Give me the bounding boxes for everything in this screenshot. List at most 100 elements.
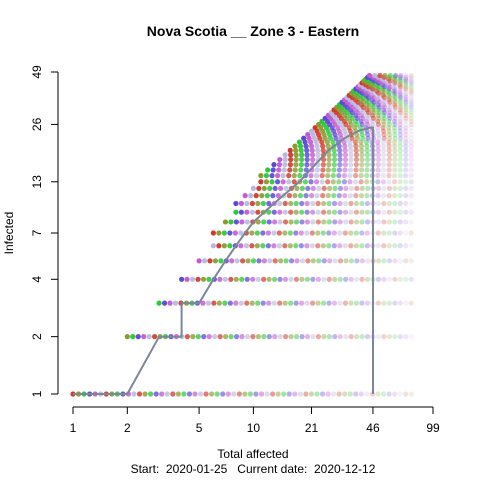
- simulation-point: [260, 200, 266, 207]
- simulation-point: [309, 300, 316, 306]
- simulation-point: [392, 152, 398, 158]
- simulation-point: [408, 162, 414, 168]
- simulation-point: [352, 139, 358, 145]
- simulation-point: [298, 243, 304, 249]
- simulation-point: [386, 258, 393, 264]
- simulation-point: [304, 152, 310, 158]
- simulation-point: [312, 125, 318, 131]
- simulation-point: [287, 167, 293, 173]
- simulation-point: [381, 200, 387, 207]
- simulation-point: [397, 80, 403, 86]
- simulation-point: [403, 115, 409, 121]
- simulation-point: [228, 219, 234, 225]
- simulation-point: [375, 121, 382, 128]
- y-tick-label: 4: [30, 276, 44, 283]
- simulation-point: [364, 143, 370, 149]
- simulation-point: [304, 209, 310, 215]
- simulation-point: [324, 139, 330, 145]
- simulation-point: [266, 209, 272, 215]
- simulation-point: [288, 276, 294, 282]
- simulation-point: [336, 179, 342, 185]
- simulation-point: [353, 162, 359, 168]
- simulation-point: [238, 209, 244, 215]
- simulation-point: [408, 219, 414, 225]
- simulation-point: [244, 334, 251, 340]
- simulation-point: [347, 173, 353, 179]
- simulation-point: [353, 152, 360, 158]
- simulation-point: [359, 152, 365, 158]
- simulation-point: [326, 276, 332, 282]
- simulation-point: [375, 112, 381, 118]
- simulation-point: [386, 90, 393, 96]
- simulation-point: [310, 185, 316, 192]
- simulation-point: [293, 162, 299, 168]
- simulation-point: [310, 276, 316, 282]
- simulation-point: [386, 152, 392, 158]
- simulation-point: [403, 121, 409, 128]
- simulation-point: [299, 152, 305, 158]
- simulation-point: [299, 209, 305, 215]
- simulation-point: [256, 258, 262, 264]
- simulation-point: [277, 219, 283, 225]
- simulation-point: [217, 276, 223, 282]
- simulation-point: [210, 230, 216, 236]
- simulation-point: [397, 102, 403, 108]
- simulation-point: [386, 300, 392, 306]
- simulation-point: [397, 258, 403, 264]
- simulation-point: [387, 115, 393, 121]
- simulation-point: [331, 243, 337, 249]
- simulation-point: [255, 219, 261, 225]
- simulation-point: [276, 167, 282, 173]
- simulation-point: [348, 152, 354, 158]
- simulation-point: [337, 334, 343, 340]
- simulation-point: [353, 230, 359, 236]
- simulation-point: [381, 209, 387, 215]
- simulation-point: [408, 334, 414, 340]
- simulation-point: [326, 185, 333, 192]
- simulation-point: [304, 200, 310, 207]
- simulation-point: [408, 80, 414, 86]
- simulation-point: [375, 131, 382, 138]
- simulation-point: [310, 209, 316, 215]
- simulation-point: [320, 230, 326, 236]
- simulation-point: [386, 97, 392, 103]
- simulation-point: [172, 300, 179, 306]
- simulation-point: [403, 167, 409, 173]
- simulation-point: [282, 276, 289, 282]
- simulation-point: [264, 193, 270, 199]
- simulation-point: [342, 147, 348, 153]
- simulation-point: [244, 200, 250, 207]
- simulation-point: [258, 179, 264, 185]
- simulation-point: [310, 334, 316, 340]
- simulation-point: [348, 162, 354, 168]
- simulation-point: [381, 115, 387, 121]
- simulation-point: [387, 72, 393, 79]
- simulation-point: [353, 276, 360, 282]
- simulation-point: [258, 391, 265, 397]
- simulation-point: [392, 115, 398, 121]
- x-tick-label: 1: [70, 421, 77, 435]
- simulation-point: [348, 209, 354, 215]
- simulation-point: [353, 143, 359, 149]
- simulation-point: [386, 147, 392, 153]
- simulation-point: [276, 243, 282, 249]
- simulation-point: [297, 143, 304, 149]
- simulation-point: [341, 179, 348, 185]
- simulation-point: [184, 334, 190, 340]
- simulation-point: [326, 230, 332, 236]
- simulation-point: [364, 162, 370, 168]
- simulation-point: [403, 209, 409, 215]
- simulation-point: [271, 300, 277, 306]
- simulation-point: [397, 107, 403, 113]
- simulation-point: [233, 219, 239, 225]
- simulation-point: [253, 193, 259, 199]
- simulation-point: [326, 209, 332, 215]
- simulation-point: [403, 219, 409, 225]
- simulation-point: [381, 258, 387, 264]
- simulation-point: [152, 334, 158, 340]
- simulation-point: [216, 243, 222, 249]
- simulation-point: [277, 200, 283, 207]
- simulation-point: [386, 128, 392, 134]
- simulation-point: [375, 173, 381, 179]
- simulation-point: [364, 173, 370, 179]
